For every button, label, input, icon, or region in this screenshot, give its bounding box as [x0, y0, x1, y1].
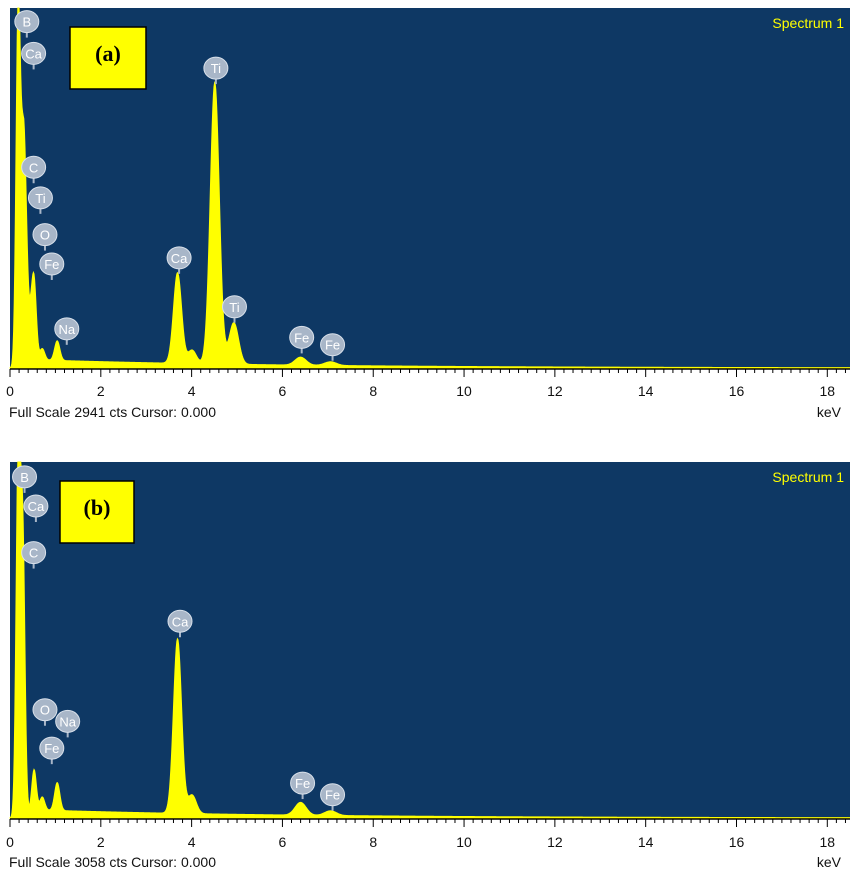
spectrum-panel-a: 0 2 4 6 8 10 12 14 16 18 Spectrum 1 (a) B Ca Ti C Ti O Fe C…: [0, 0, 850, 430]
x-axis-unit-b: keV: [816, 854, 841, 870]
x-tick-label: 6: [279, 834, 287, 850]
x-tick-label: 8: [369, 834, 377, 850]
peak-label-text: Ca: [172, 614, 189, 629]
peak-label-text: Fe: [294, 330, 309, 345]
peak-label-ti: Ti: [27, 186, 53, 214]
x-tick-label: 4: [188, 834, 196, 850]
spectrum-chart-a: 0 2 4 6 8 10 12 14 16 18 Spectrum 1 (a) B Ca Ti C Ti O Fe C…: [6, 7, 850, 399]
x-tick-label: 18: [820, 383, 836, 399]
peak-label-text: Ti: [229, 300, 239, 315]
x-tick-label: 16: [729, 383, 745, 399]
peak-label-ca: Ca: [167, 609, 193, 638]
x-tick-label: 10: [456, 834, 472, 850]
peak-label-fe: Fe: [39, 252, 65, 280]
x-tick-label: 8: [369, 383, 377, 399]
peak-label-text: O: [40, 228, 50, 243]
spectrum-series: [9, 7, 850, 369]
spectrum-title: Spectrum 1: [772, 469, 844, 485]
peak-label-ti: Ti: [203, 56, 229, 85]
peak-label-text: C: [29, 160, 38, 175]
x-tick-label: 2: [97, 383, 105, 399]
full-scale-readout-a: Full Scale 2941 cts Cursor: 0.000: [9, 404, 216, 420]
peak-label-text: B: [20, 470, 29, 485]
peak-label-ca: Ca: [21, 41, 47, 70]
x-tick-label: 0: [6, 834, 14, 850]
peak-label-text: Fe: [44, 257, 59, 272]
x-tick-label: 12: [547, 383, 563, 399]
x-tick-label: 4: [188, 383, 196, 399]
panel-label: (a): [95, 41, 121, 66]
peak-label-text: Ca: [25, 46, 42, 61]
peak-label-text: O: [40, 703, 50, 718]
peak-label-text: Ti: [211, 61, 221, 76]
x-tick-label: 16: [729, 834, 745, 850]
peak-label-fe: Fe: [290, 771, 316, 800]
peak-label-b: B: [12, 465, 38, 493]
x-tick-label: 6: [279, 383, 287, 399]
peak-label-text: Fe: [295, 776, 310, 791]
spectrum-series: [9, 461, 850, 819]
peak-label-text: Na: [59, 714, 76, 729]
peak-label-ti: Ti: [221, 295, 247, 323]
peak-label-text: C: [29, 546, 38, 561]
x-tick-label: 2: [97, 834, 105, 850]
peak-label-fe: Fe: [320, 333, 346, 361]
peak-label-na: Na: [54, 317, 80, 345]
x-axis-unit-a: keV: [816, 404, 841, 420]
peak-label-text: Ca: [171, 251, 188, 266]
peak-label-b: B: [14, 10, 40, 38]
x-tick-label: 18: [820, 834, 836, 850]
panel-label: (b): [84, 495, 111, 520]
plot-area: [10, 8, 850, 369]
peak-label-text: Fe: [325, 788, 340, 803]
peak-label-o: O: [32, 223, 58, 251]
peak-label-ca: Ca: [23, 494, 49, 523]
panel-label-box: [59, 480, 135, 544]
peak-label-text: Ca: [28, 499, 45, 514]
x-tick-label: 10: [456, 383, 472, 399]
x-tick-label: 14: [638, 383, 654, 399]
spectrum-panel-b: 0 2 4 6 8 10 12 14 16 18 Spectrum 1 (b) B Ca C Ca O Na Fe F…: [0, 454, 850, 876]
peak-label-fe: Fe: [320, 783, 346, 811]
plot-area: [10, 462, 850, 819]
full-scale-readout-b: Full Scale 3058 cts Cursor: 0.000: [9, 854, 216, 870]
x-tick-label: 12: [547, 834, 563, 850]
peak-label-o: O: [32, 698, 58, 726]
panel-label-box: [69, 26, 147, 90]
x-tick-label: 0: [6, 383, 14, 399]
x-tick-label: 14: [638, 834, 654, 850]
peak-label-na: Na: [55, 709, 81, 738]
peak-label-text: Na: [58, 322, 75, 337]
peak-label-fe: Fe: [39, 736, 65, 765]
peak-label-fe: Fe: [289, 325, 315, 354]
peak-label-text: Ti: [35, 191, 45, 206]
peak-label-text: B: [22, 15, 31, 30]
peak-label-text: Fe: [44, 741, 59, 756]
peak-label-text: Fe: [325, 338, 340, 353]
peak-label-ca: Ca: [166, 246, 192, 274]
peak-label-c: C: [21, 155, 47, 184]
spectrum-title: Spectrum 1: [772, 15, 844, 31]
peak-label-c: C: [21, 541, 47, 569]
